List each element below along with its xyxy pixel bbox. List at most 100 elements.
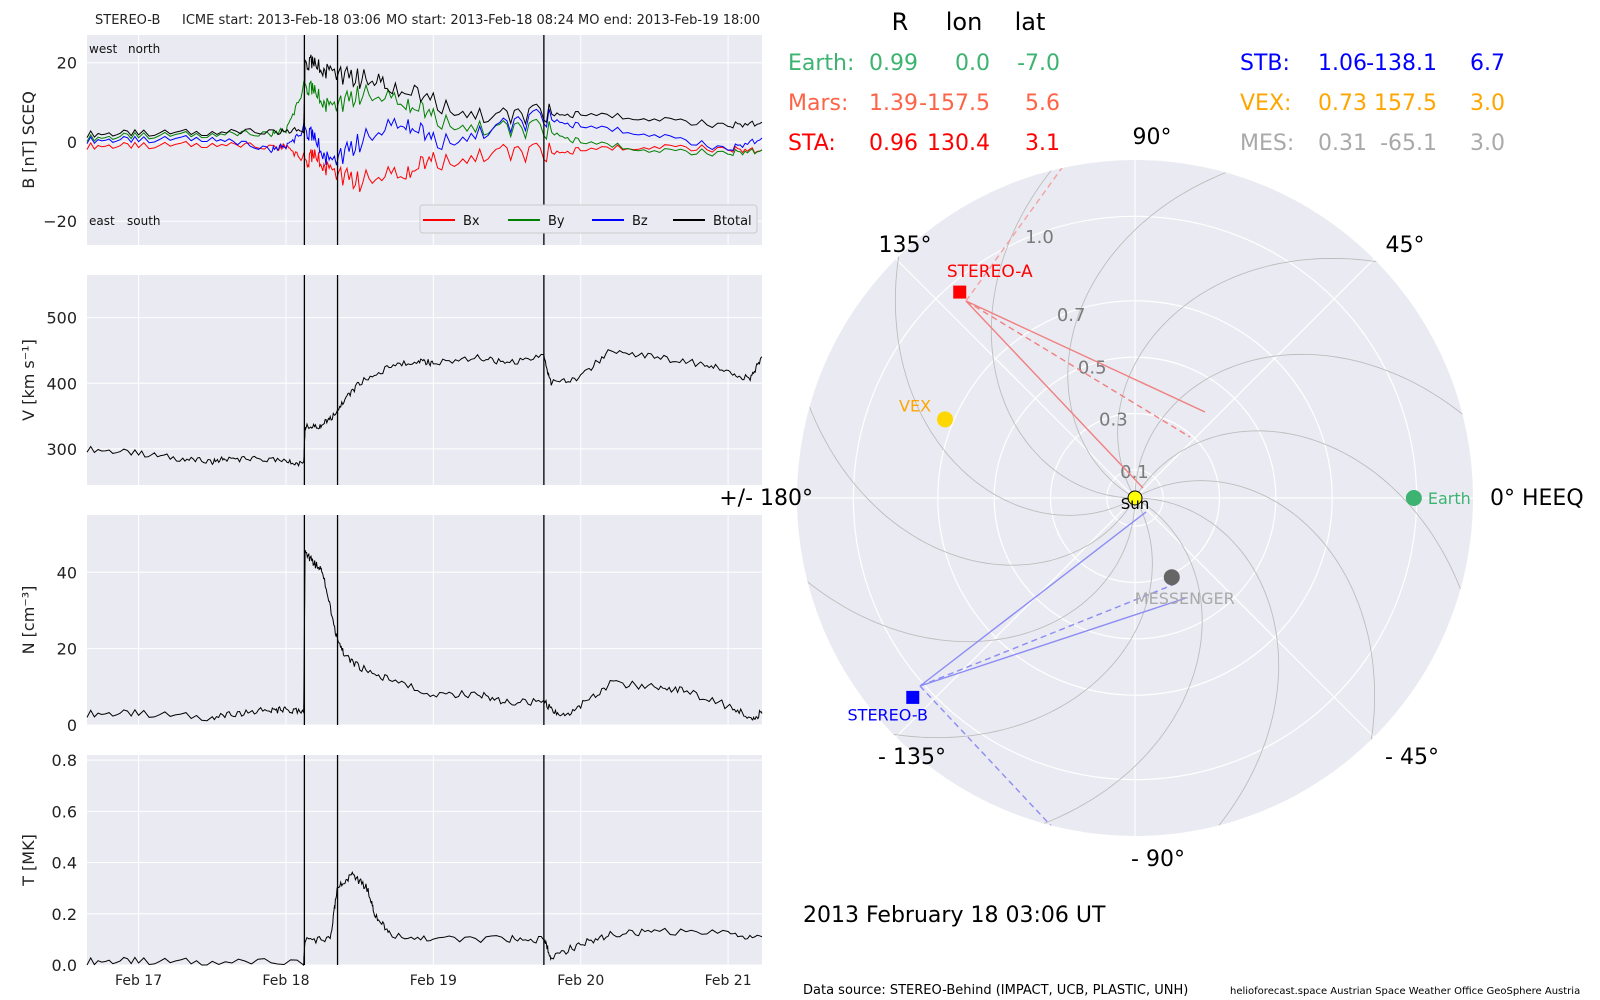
parker-spiral-line — [1134, 480, 1376, 740]
table-label-mars: Mars: — [788, 91, 848, 116]
corner-label-east: east — [89, 214, 115, 228]
polar-angle-label: 0° HEEQ — [1490, 486, 1584, 511]
field-line — [919, 685, 1056, 831]
marker-sun — [1127, 490, 1143, 506]
footer-credits: helioforecast.space Austrian Space Weath… — [1230, 986, 1580, 997]
label-earth: Earth — [1428, 489, 1471, 508]
header-icme-start: ICME start: 2013-Feb-18 03:06 — [182, 13, 381, 28]
series-line-bz — [86, 108, 763, 166]
y-tick-label: 0.4 — [52, 854, 77, 873]
table-r-value: 0.73 — [1318, 91, 1367, 116]
corner-label-west: west — [89, 42, 117, 56]
table-header-lon: lon — [946, 8, 983, 36]
polar-r-tick-label: 0.7 — [1057, 305, 1086, 326]
label-sun: Sun — [1121, 495, 1150, 513]
series-line-v — [86, 349, 763, 468]
y-tick-label: 0.0 — [52, 956, 77, 975]
y-tick-label: 400 — [46, 374, 77, 393]
parker-spiral-line — [893, 497, 1153, 739]
y-tick-label: 500 — [46, 309, 77, 328]
timestamp: 2013 February 18 03:06 UT — [803, 903, 1106, 928]
x-tick-label: Feb 19 — [410, 973, 457, 989]
panel-background — [87, 275, 762, 485]
marker-vex — [937, 411, 954, 428]
panel-temperature: 0.8 0.6 0.4 0.2 0.0 T [MK] — [19, 751, 763, 975]
legend-label-btotal: Btotal — [713, 214, 752, 229]
table-lon-value: 157.5 — [1374, 91, 1437, 116]
polar-angle-label: 135° — [879, 233, 932, 258]
field-line — [965, 300, 1191, 438]
y-axis-label: N [cm⁻³] — [19, 586, 38, 655]
marker-messenger — [1163, 569, 1180, 586]
polar-position-plot: 0° HEEQ 45° 90° 135° +/- 180° - 135° - 90° - 45… — [719, 125, 1584, 872]
marker-earth — [1405, 490, 1422, 506]
polar-r-tick-label: 0.1 — [1120, 462, 1149, 483]
table-lon-value: 130.4 — [927, 131, 990, 156]
polar-grid-spoke — [1134, 497, 1375, 738]
table-header-lat: lat — [1015, 8, 1046, 36]
panel-speed: 500 400 300 V [km s⁻¹] — [19, 275, 763, 485]
y-axis-label: B [nT] SCEQ — [19, 91, 38, 189]
table-lat-value: 3.1 — [1025, 131, 1060, 156]
panel-background — [87, 755, 762, 965]
polar-angle-label: +/- 180° — [719, 486, 813, 511]
field-line — [919, 583, 1176, 687]
y-tick-label: 0.6 — [52, 802, 77, 821]
table-lon-value: 0.0 — [955, 51, 990, 76]
table-header-r: R — [892, 8, 909, 36]
table-r-value: 0.99 — [869, 51, 918, 76]
polar-grid-spoke — [1134, 258, 1375, 499]
polar-angle-label: - 135° — [878, 745, 946, 770]
y-tick-label: 0 — [67, 133, 77, 152]
legend-label-bx: Bx — [463, 214, 480, 229]
series-line-btotal — [86, 54, 763, 138]
table-r-value: 1.39 — [869, 91, 918, 116]
parker-spiral-line — [1043, 497, 1203, 824]
parker-spiral-line — [1134, 497, 1280, 826]
y-tick-label: 0.2 — [52, 905, 77, 924]
parker-spirals — [807, 170, 1463, 826]
x-tick-label: Feb 17 — [115, 973, 162, 989]
series-line-by — [86, 80, 763, 157]
shared-x-axis: Feb 17 Feb 18 Feb 19 Feb 20 Feb 21 — [115, 973, 752, 989]
table-lon-value: -157.5 — [919, 91, 990, 116]
table-lon-value: -65.1 — [1380, 131, 1437, 156]
table-lon-value: -138.1 — [1366, 51, 1437, 76]
parker-spiral-line — [894, 256, 1136, 516]
x-tick-label: Feb 20 — [557, 973, 604, 989]
field-line — [965, 300, 1144, 489]
header-mo-end: MO end: 2013-Feb-19 18:00 — [578, 13, 760, 28]
corner-label-north: north — [128, 42, 160, 56]
table-lat-value: 3.0 — [1470, 91, 1505, 116]
y-axis-label: T [MK] — [19, 834, 38, 887]
table-lat-value: 6.7 — [1470, 51, 1505, 76]
table-r-value: 1.06 — [1318, 51, 1367, 76]
label-stereoa: STEREO-A — [947, 262, 1033, 282]
label-stereob: STEREO-B — [848, 705, 928, 724]
y-tick-label: 40 — [57, 563, 77, 582]
label-messenger: MESSENGER — [1135, 589, 1235, 608]
table-lat-value: 3.0 — [1470, 131, 1505, 156]
parker-spiral-line — [990, 170, 1136, 499]
polar-angle-label: 90° — [1133, 125, 1172, 150]
panel-background — [87, 515, 762, 725]
label-vex: VEX — [899, 396, 931, 415]
polar-angle-label: - 45° — [1385, 745, 1439, 770]
table-lat-value: -7.0 — [1017, 51, 1060, 76]
footer-source: Data source: STEREO-Behind (IMPACT, UCB,… — [803, 983, 1188, 998]
legend-label-by: By — [548, 214, 565, 229]
polar-angle-label: - 90° — [1131, 847, 1185, 872]
y-tick-label: 20 — [57, 54, 77, 73]
marker-stereoa — [953, 285, 967, 299]
marker-stereob — [906, 690, 920, 704]
header-spacecraft: STEREO-B — [95, 13, 160, 28]
corner-label-south: south — [127, 214, 161, 228]
x-tick-label: Feb 18 — [262, 973, 309, 989]
spacecraft-field-lines — [919, 160, 1206, 831]
legend: Bx By Bz Btotal — [419, 204, 758, 234]
polar-grid-spoke — [895, 497, 1136, 738]
series-line-n — [86, 549, 763, 722]
polar-r-tick-label: 1.0 — [1025, 227, 1054, 248]
